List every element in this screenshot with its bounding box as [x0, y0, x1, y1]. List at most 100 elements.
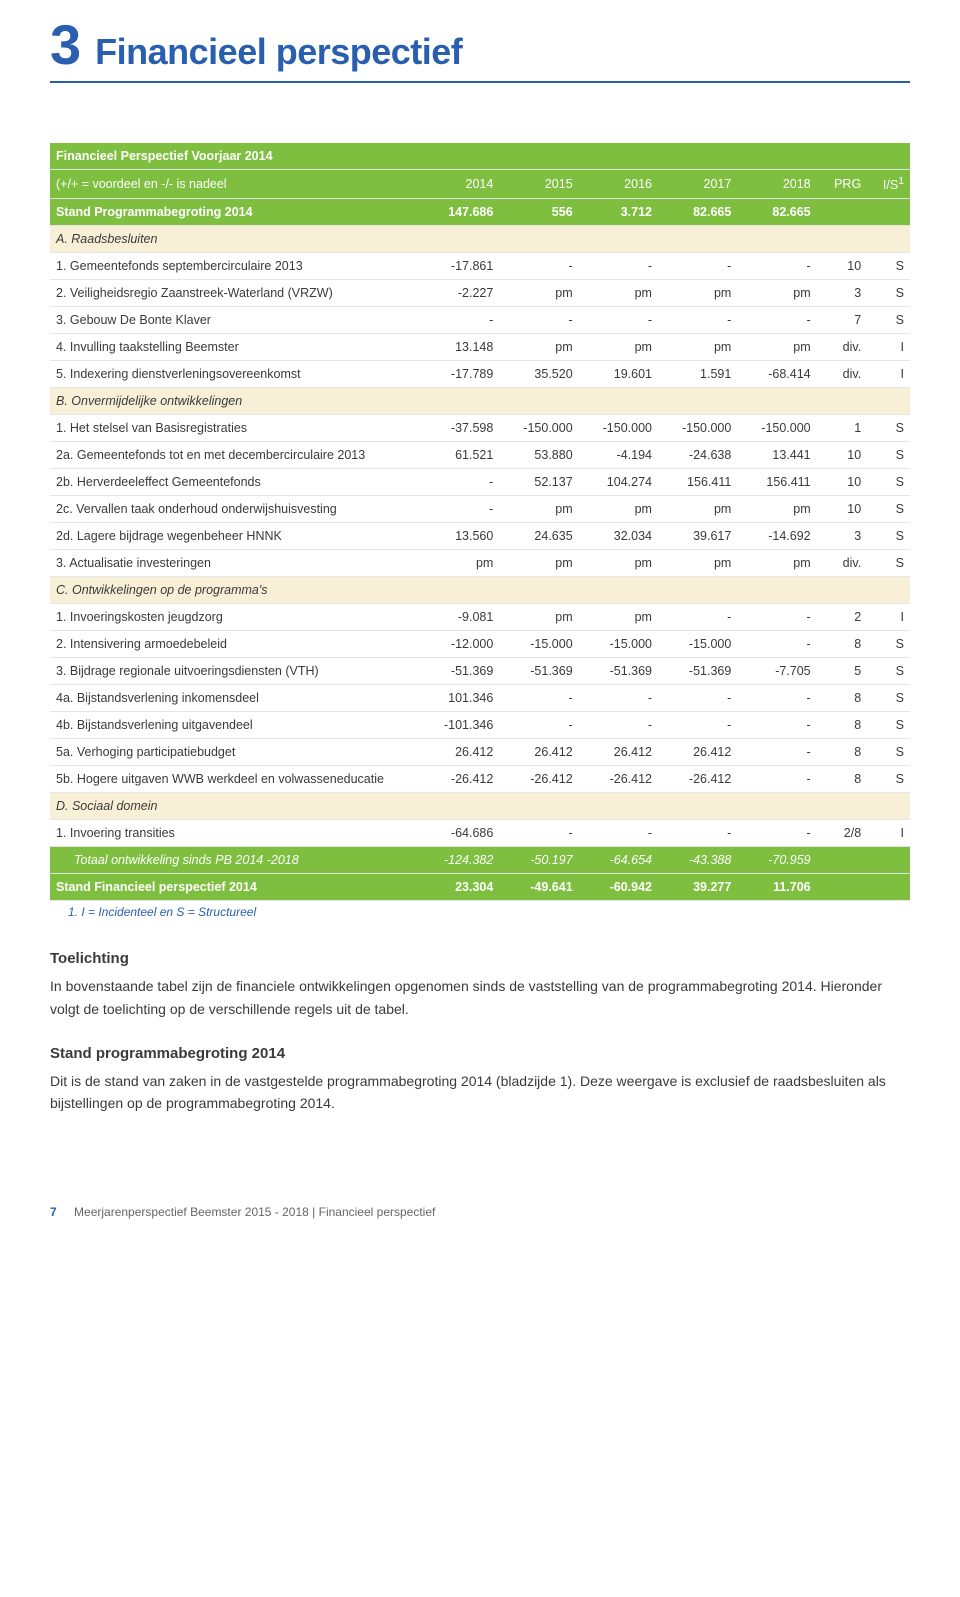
- cell: [817, 226, 868, 253]
- row-label: 1. Het stelsel van Basisregistraties: [50, 415, 420, 442]
- cell: -: [579, 712, 658, 739]
- cell: 2: [817, 604, 868, 631]
- cell: -51.369: [579, 658, 658, 685]
- cell: 3.712: [579, 199, 658, 226]
- cell: -: [658, 820, 737, 847]
- cell: -60.942: [579, 874, 658, 901]
- cell: 8: [817, 766, 868, 793]
- cell: [817, 388, 868, 415]
- cell: 1.591: [658, 361, 737, 388]
- cell: 10: [817, 253, 868, 280]
- cell: -: [658, 307, 737, 334]
- cell: [579, 793, 658, 820]
- cell: [499, 793, 578, 820]
- table-row: 3. Gebouw De Bonte Klaver-----7S: [50, 307, 910, 334]
- row-label: 2c. Vervallen taak onderhoud onderwijshu…: [50, 496, 420, 523]
- cell: -26.412: [420, 766, 499, 793]
- cell: -37.598: [420, 415, 499, 442]
- cell: pm: [658, 280, 737, 307]
- table-row: Stand Financieel perspectief 201423.304-…: [50, 874, 910, 901]
- cell: [499, 226, 578, 253]
- cell: [499, 388, 578, 415]
- cell: pm: [658, 496, 737, 523]
- row-label: 2. Veiligheidsregio Zaanstreek-Waterland…: [50, 280, 420, 307]
- cell: S: [867, 469, 910, 496]
- cell: S: [867, 712, 910, 739]
- cell: 10: [817, 496, 868, 523]
- table-row: 1. Gemeentefonds septembercirculaire 201…: [50, 253, 910, 280]
- table-row: 2a. Gemeentefonds tot en met decembercir…: [50, 442, 910, 469]
- table-row: A. Raadsbesluiten: [50, 226, 910, 253]
- table-row: 2. Veiligheidsregio Zaanstreek-Waterland…: [50, 280, 910, 307]
- cell: -: [737, 712, 816, 739]
- cell: S: [867, 253, 910, 280]
- table-row: 4a. Bijstandsverlening inkomensdeel101.3…: [50, 685, 910, 712]
- cell: -51.369: [499, 658, 578, 685]
- cell: -14.692: [737, 523, 816, 550]
- chapter-header: 3 Financieel perspectief: [50, 20, 910, 73]
- cell: 101.346: [420, 685, 499, 712]
- cell: -26.412: [499, 766, 578, 793]
- cell: -: [658, 604, 737, 631]
- cell: [420, 577, 499, 604]
- cell: -150.000: [658, 415, 737, 442]
- col-2015: 2015: [499, 170, 578, 199]
- cell: S: [867, 739, 910, 766]
- cell: 156.411: [737, 469, 816, 496]
- cell: 7: [817, 307, 868, 334]
- cell: pm: [737, 280, 816, 307]
- col-2016: 2016: [579, 170, 658, 199]
- cell: -: [737, 307, 816, 334]
- cell: -: [737, 253, 816, 280]
- cell: [737, 793, 816, 820]
- cell: [579, 226, 658, 253]
- cell: 3: [817, 280, 868, 307]
- cell: -101.346: [420, 712, 499, 739]
- row-label: Stand Programmabegroting 2014: [50, 199, 420, 226]
- cell: [817, 847, 868, 874]
- cell: -: [737, 739, 816, 766]
- cell: -: [499, 253, 578, 280]
- cell: -: [658, 685, 737, 712]
- table-row: 3. Actualisatie investeringenpmpmpmpmpmd…: [50, 550, 910, 577]
- cell: 52.137: [499, 469, 578, 496]
- cell: I: [867, 604, 910, 631]
- cell: [658, 388, 737, 415]
- cell: -70.959: [737, 847, 816, 874]
- cell: -: [579, 253, 658, 280]
- cell: -17.861: [420, 253, 499, 280]
- cell: pm: [499, 550, 578, 577]
- row-label: B. Onvermijdelijke ontwikkelingen: [50, 388, 420, 415]
- cell: -51.369: [658, 658, 737, 685]
- cell: 19.601: [579, 361, 658, 388]
- page-container: 3 Financieel perspectief Financieel Pers…: [0, 0, 960, 1249]
- cell: div.: [817, 361, 868, 388]
- table-footnote: 1. I = Incidenteel en S = Structureel: [50, 905, 910, 919]
- cell: div.: [817, 334, 868, 361]
- cell: pm: [658, 334, 737, 361]
- table-header-title: Financieel Perspectief Voorjaar 2014: [50, 143, 420, 170]
- cell: pm: [579, 496, 658, 523]
- cell: 32.034: [579, 523, 658, 550]
- cell: 26.412: [499, 739, 578, 766]
- row-label: 3. Bijdrage regionale uitvoeringsdienste…: [50, 658, 420, 685]
- cell: pm: [737, 496, 816, 523]
- cell: -: [499, 685, 578, 712]
- cell: S: [867, 280, 910, 307]
- table-row: 1. Invoering transities-64.686----2/8I: [50, 820, 910, 847]
- cell: -15.000: [499, 631, 578, 658]
- row-label: 4. Invulling taakstelling Beemster: [50, 334, 420, 361]
- table-row: 2. Intensivering armoedebeleid-12.000-15…: [50, 631, 910, 658]
- cell: -: [658, 253, 737, 280]
- table-row: 5. Indexering dienstverleningsovereenkom…: [50, 361, 910, 388]
- cell: -150.000: [579, 415, 658, 442]
- table-row: Totaal ontwikkeling sinds PB 2014 -2018-…: [50, 847, 910, 874]
- cell: -15.000: [579, 631, 658, 658]
- header-rule: [50, 81, 910, 83]
- cell: [737, 226, 816, 253]
- cell: -: [737, 604, 816, 631]
- cell: [867, 793, 910, 820]
- cell: 24.635: [499, 523, 578, 550]
- cell: pm: [420, 550, 499, 577]
- row-label: C. Ontwikkelingen op de programma's: [50, 577, 420, 604]
